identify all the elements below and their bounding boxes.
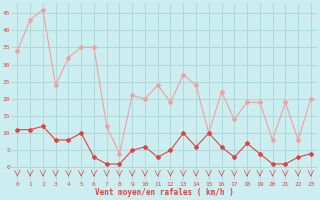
X-axis label: Vent moyen/en rafales ( km/h ): Vent moyen/en rafales ( km/h ) — [95, 188, 234, 197]
